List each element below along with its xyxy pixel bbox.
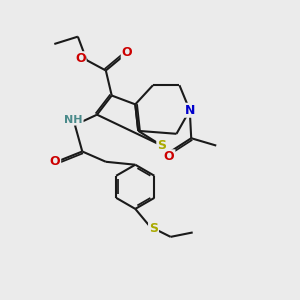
Text: O: O — [75, 52, 86, 65]
Text: S: S — [157, 139, 166, 152]
Text: O: O — [164, 150, 175, 163]
Text: S: S — [149, 222, 158, 236]
Text: O: O — [50, 155, 60, 168]
Text: O: O — [122, 46, 132, 59]
Text: N: N — [184, 104, 195, 117]
Text: NH: NH — [64, 115, 83, 125]
